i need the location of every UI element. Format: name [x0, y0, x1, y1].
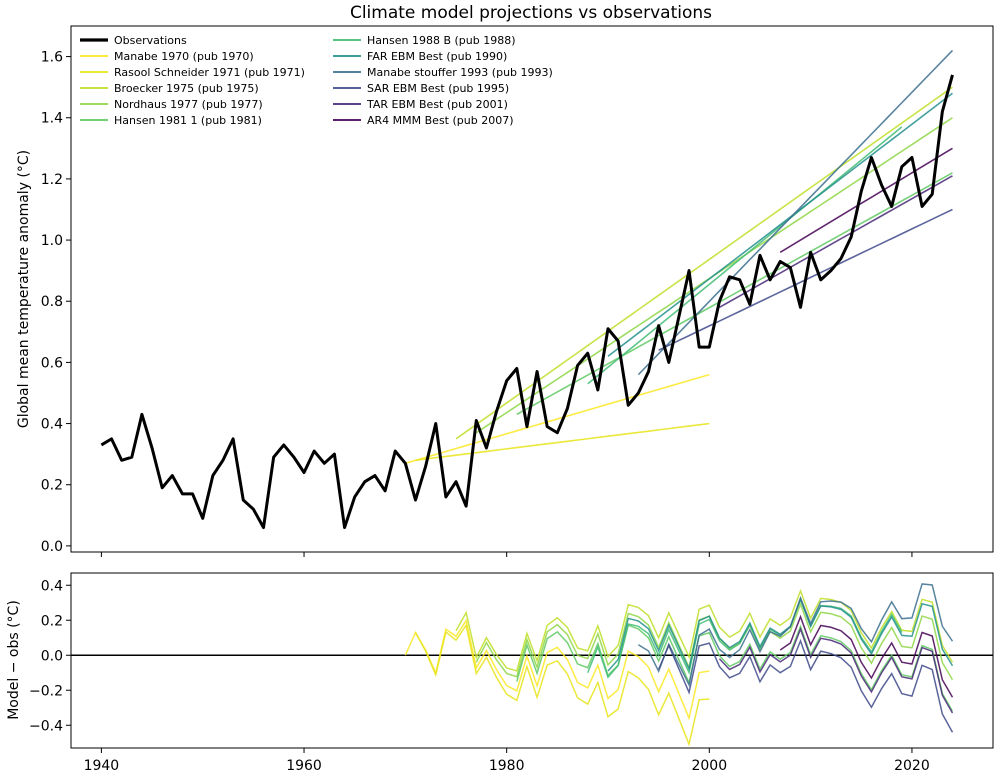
residual-line-manabe-1970-pub-1970: [404, 618, 710, 721]
chart-legend: Observations Manabe 1970 (pub 1970) Rasool…: [80, 34, 553, 127]
residual-line-rasool-schneider-1971-pub-1971: [414, 623, 710, 747]
residual-line-far-ebm-best-pub-1990: [607, 597, 954, 672]
series-line-tar-ebm-best-pub-2001: [719, 175, 953, 309]
bottom-x-tick-label: 2000: [691, 758, 727, 773]
top-y-tick-label: 0.0: [41, 539, 63, 555]
legend-label: Rasool Schneider 1971 (pub 1971): [114, 66, 305, 79]
legend-label: TAR EBM Best (pub 2001): [366, 98, 508, 111]
bottom-y-tick-label: −0.4: [29, 718, 63, 734]
legend-label: Observations: [114, 34, 187, 47]
top-y-tick-label: 0.2: [41, 478, 63, 494]
legend-label: Manabe stouffer 1993 (pub 1993): [367, 66, 553, 79]
residual-series: [404, 583, 954, 747]
series-line-far-ebm-best-pub-1990: [607, 92, 953, 357]
bottom-x-tick-label: 2020: [894, 758, 930, 773]
residual-line-manabe-stouffer-1993-pub-1993: [637, 583, 954, 688]
top-y-tick-label: 1.0: [41, 233, 63, 249]
series-line-manabe-1970-pub-1970: [405, 373, 710, 465]
legend-label: SAR EBM Best (pub 1995): [367, 82, 509, 95]
bottom-y-axis: −0.4 −0.2 0.0 0.2 0.4: [29, 578, 71, 734]
legend-label: Hansen 1981 1 (pub 1981): [114, 114, 262, 127]
legend-label: Broecker 1975 (pub 1975): [114, 82, 259, 95]
top-y-tick-label: 1.2: [41, 172, 63, 188]
residual-line-tar-ebm-best-pub-2001: [718, 626, 954, 714]
residual-line-hansen-1981-1-pub-1981: [516, 624, 954, 712]
top-y-tick-label: 1.6: [41, 50, 63, 66]
top-y-axis-label: Global mean temperature anomaly (°C): [16, 150, 32, 428]
bottom-y-tick-label: −0.2: [29, 683, 63, 699]
top-plot-frame: [70, 25, 994, 553]
top-y-tick-label: 0.4: [41, 417, 63, 433]
residual-line-ar4-mmm-best-pub-2007: [779, 614, 954, 698]
top-y-tick-label: 0.8: [41, 294, 63, 310]
bottom-y-tick-label: 0.2: [41, 613, 63, 629]
chart-title: Climate model projections vs observation…: [350, 3, 712, 23]
bottom-y-tick-label: 0.0: [41, 648, 63, 664]
bottom-y-tick-label: 0.4: [41, 578, 63, 594]
top-y-tick-label: 1.4: [41, 111, 63, 127]
legend-label: Hansen 1988 B (pub 1988): [367, 34, 516, 47]
top-x-ticks: [100, 552, 913, 557]
residual-line-hansen-1988-b-pub-1988: [587, 597, 903, 679]
top-y-axis: 0.0 0.2 0.4 0.6 0.8 1.0 1.2 1.4 1.6: [41, 50, 71, 555]
residual-line-broecker-1975-pub-1975: [455, 588, 954, 672]
series-line-ar4-mmm-best-pub-2007: [779, 147, 953, 253]
legend-label: Nordhaus 1977 (pub 1977): [114, 98, 263, 111]
series-line-rasool-schneider-1971-pub-1971: [415, 422, 710, 462]
legend-label: FAR EBM Best (pub 1990): [367, 50, 507, 63]
bottom-plot-frame: [70, 572, 994, 749]
legend-label: Manabe 1970 (pub 1970): [114, 50, 254, 63]
residual-line-sar-ebm-best-pub-1995: [657, 638, 954, 733]
observations-series: [100, 74, 954, 530]
series-line-hansen-1988-b-pub-1988: [587, 126, 903, 385]
bottom-x-tick-label: 1960: [286, 758, 322, 773]
series-line-hansen-1981-1-pub-1981: [516, 172, 953, 416]
top-y-tick-label: 0.6: [41, 355, 63, 371]
legend-label: AR4 MMM Best (pub 2007): [367, 114, 514, 127]
series-line-observations: [100, 74, 954, 530]
bottom-x-axis: 1940 1960 1980 2000 2020: [84, 748, 930, 773]
series-line-manabe-stouffer-1993-pub-1993: [637, 49, 954, 376]
bottom-y-axis-label: Model − obs (°C): [6, 600, 22, 720]
top-model-series: [405, 49, 954, 465]
series-line-broecker-1975-pub-1975: [455, 86, 953, 440]
bottom-x-tick-label: 1940: [84, 758, 120, 773]
bottom-x-tick-label: 1980: [489, 758, 525, 773]
